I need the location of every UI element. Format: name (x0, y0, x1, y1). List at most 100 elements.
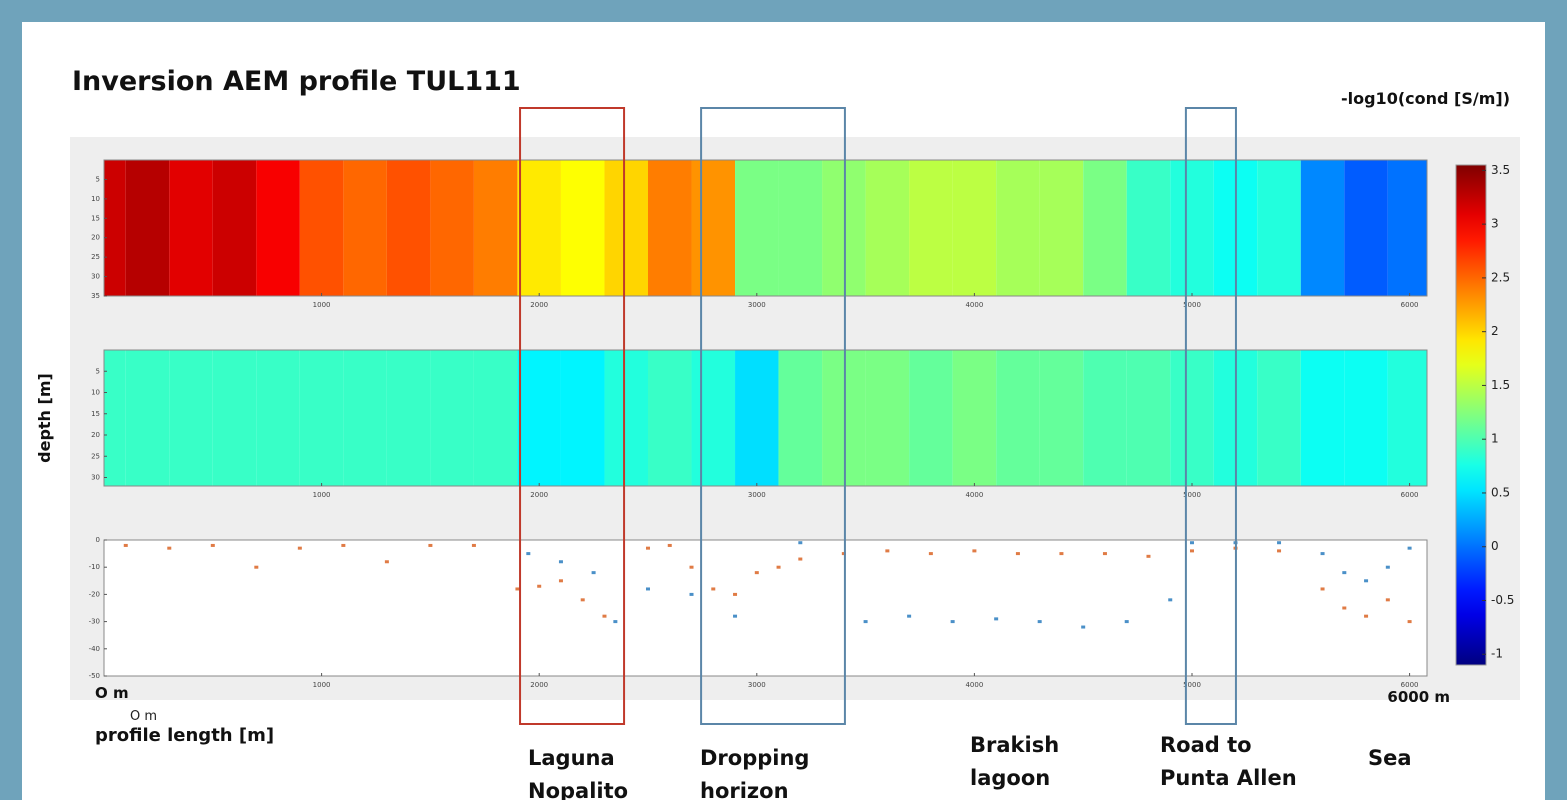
x-tick-label: 2000 (530, 301, 548, 309)
y-tick-label: 10 (91, 195, 100, 203)
start-label: O m (95, 684, 129, 702)
heatmap-cell (386, 160, 431, 296)
x-tick-label: 6000 (1401, 301, 1419, 309)
scatter-point (1037, 620, 1042, 624)
annotation-box (700, 107, 846, 725)
y-tick-label: 10 (91, 389, 100, 397)
y-axis-label: depth [m] (35, 373, 54, 463)
heatmap-cell (735, 160, 779, 296)
heatmap-cell (104, 160, 126, 296)
heatmap-cell (778, 160, 823, 296)
x-tick-label: 2000 (530, 491, 548, 499)
heatmap-cell (822, 160, 866, 296)
colorbar-tick-label: 3.5 (1491, 163, 1510, 177)
x-tick-label: 1000 (313, 681, 331, 689)
heatmap-cell (1257, 160, 1301, 296)
y-tick-label: 30 (91, 474, 100, 482)
heatmap-cell (1083, 160, 1127, 296)
heatmap-cell (1387, 160, 1427, 296)
y-tick-label: 35 (91, 292, 100, 300)
heatmap-cell (125, 350, 170, 486)
heatmap-cell (691, 160, 736, 296)
heatmap-cell (1344, 160, 1388, 296)
heatmap-cell (212, 160, 257, 296)
y-tick-label: 0 (96, 536, 100, 544)
heatmap-cell (604, 160, 648, 296)
scatter-point (1320, 552, 1325, 556)
y-tick-label: -20 (89, 590, 100, 598)
scatter-point (558, 560, 563, 564)
scatter-point (515, 587, 520, 591)
heatmap-cell (909, 160, 953, 296)
scatter-point (645, 587, 650, 591)
scatter-point (885, 549, 890, 553)
colorbar-tick-label: -1 (1491, 647, 1503, 661)
heatmap-cell (1039, 350, 1084, 486)
x-tick-label: 3000 (748, 681, 766, 689)
colorbar-tick-label: 2 (1491, 324, 1499, 338)
heatmap-cell (822, 350, 866, 486)
annotation-label: lagoon (970, 766, 1050, 790)
heatmap-cell (299, 350, 344, 486)
y-tick-label: 15 (91, 214, 100, 222)
annotation-label: Dropping (700, 746, 809, 770)
annotation-label: Road to (1160, 733, 1252, 757)
scatter-point (907, 614, 912, 618)
heatmap-cell (996, 160, 1040, 296)
scatter-point (776, 565, 781, 569)
annotation-label: Brakish (970, 733, 1059, 757)
heatmap-cell (647, 350, 692, 486)
scatter-point (384, 560, 389, 564)
heatmap-cell (952, 160, 997, 296)
y-tick-label: 30 (91, 273, 100, 281)
panel-border (103, 349, 1428, 487)
scatter-point (1277, 549, 1282, 553)
scatter-point (428, 543, 433, 547)
plots: 5 10 15 20 25 30 35 1000 2000 3000 4000 5000 6000 5 10… (89, 159, 1428, 689)
x-tick-label: 4000 (965, 681, 983, 689)
y-tick-label: 5 (96, 367, 100, 375)
heatmap-cell (560, 160, 605, 296)
end-label: 6000 m (1387, 688, 1450, 706)
heatmap-cell (1170, 350, 1214, 486)
x-tick-label: 5000 (1183, 681, 1201, 689)
scatter-point (1059, 552, 1064, 556)
colorbar-tick-label: 1.5 (1491, 378, 1510, 392)
y-tick-label: -40 (89, 645, 100, 653)
scatter-point (471, 543, 476, 547)
scatter-point (798, 557, 803, 561)
scatter-point (1342, 606, 1347, 610)
scatter-point (711, 587, 716, 591)
colorbar-tick-label: 0.5 (1491, 485, 1510, 499)
heatmap-cell (299, 160, 344, 296)
annotation-label: Punta Allen (1160, 766, 1297, 790)
panel-border (103, 539, 1428, 677)
scatter-point (297, 546, 302, 550)
colorbar-label: -log10(cond [S/m]) (1341, 89, 1510, 108)
heatmap-cell (1257, 350, 1301, 486)
x-tick-label: 5000 (1183, 301, 1201, 309)
heatmap-cell (1300, 350, 1345, 486)
heatmap-cell (256, 350, 300, 486)
x-tick-label: 4000 (965, 491, 983, 499)
heatmap-cell (212, 350, 257, 486)
y-tick-label: -50 (89, 672, 100, 680)
scatter-point (1407, 546, 1412, 550)
heatmap-cell (1126, 350, 1171, 486)
y-tick-label: -30 (89, 618, 100, 626)
scatter-point (123, 543, 128, 547)
scatter-point (526, 552, 531, 556)
heatmap-cell (343, 350, 387, 486)
scatter-point (841, 552, 846, 556)
heatmap-cell (256, 160, 300, 296)
heatmap-cell (1083, 350, 1127, 486)
scatter-point (1146, 554, 1151, 558)
heatmap-cell (647, 160, 692, 296)
y-tick-label: 5 (96, 175, 100, 183)
scatter-point (689, 592, 694, 596)
scatter-point (1320, 587, 1325, 591)
annotation-label: Nopalito (528, 779, 628, 800)
scatter-point (537, 584, 542, 588)
heatmap-cell (1300, 160, 1345, 296)
